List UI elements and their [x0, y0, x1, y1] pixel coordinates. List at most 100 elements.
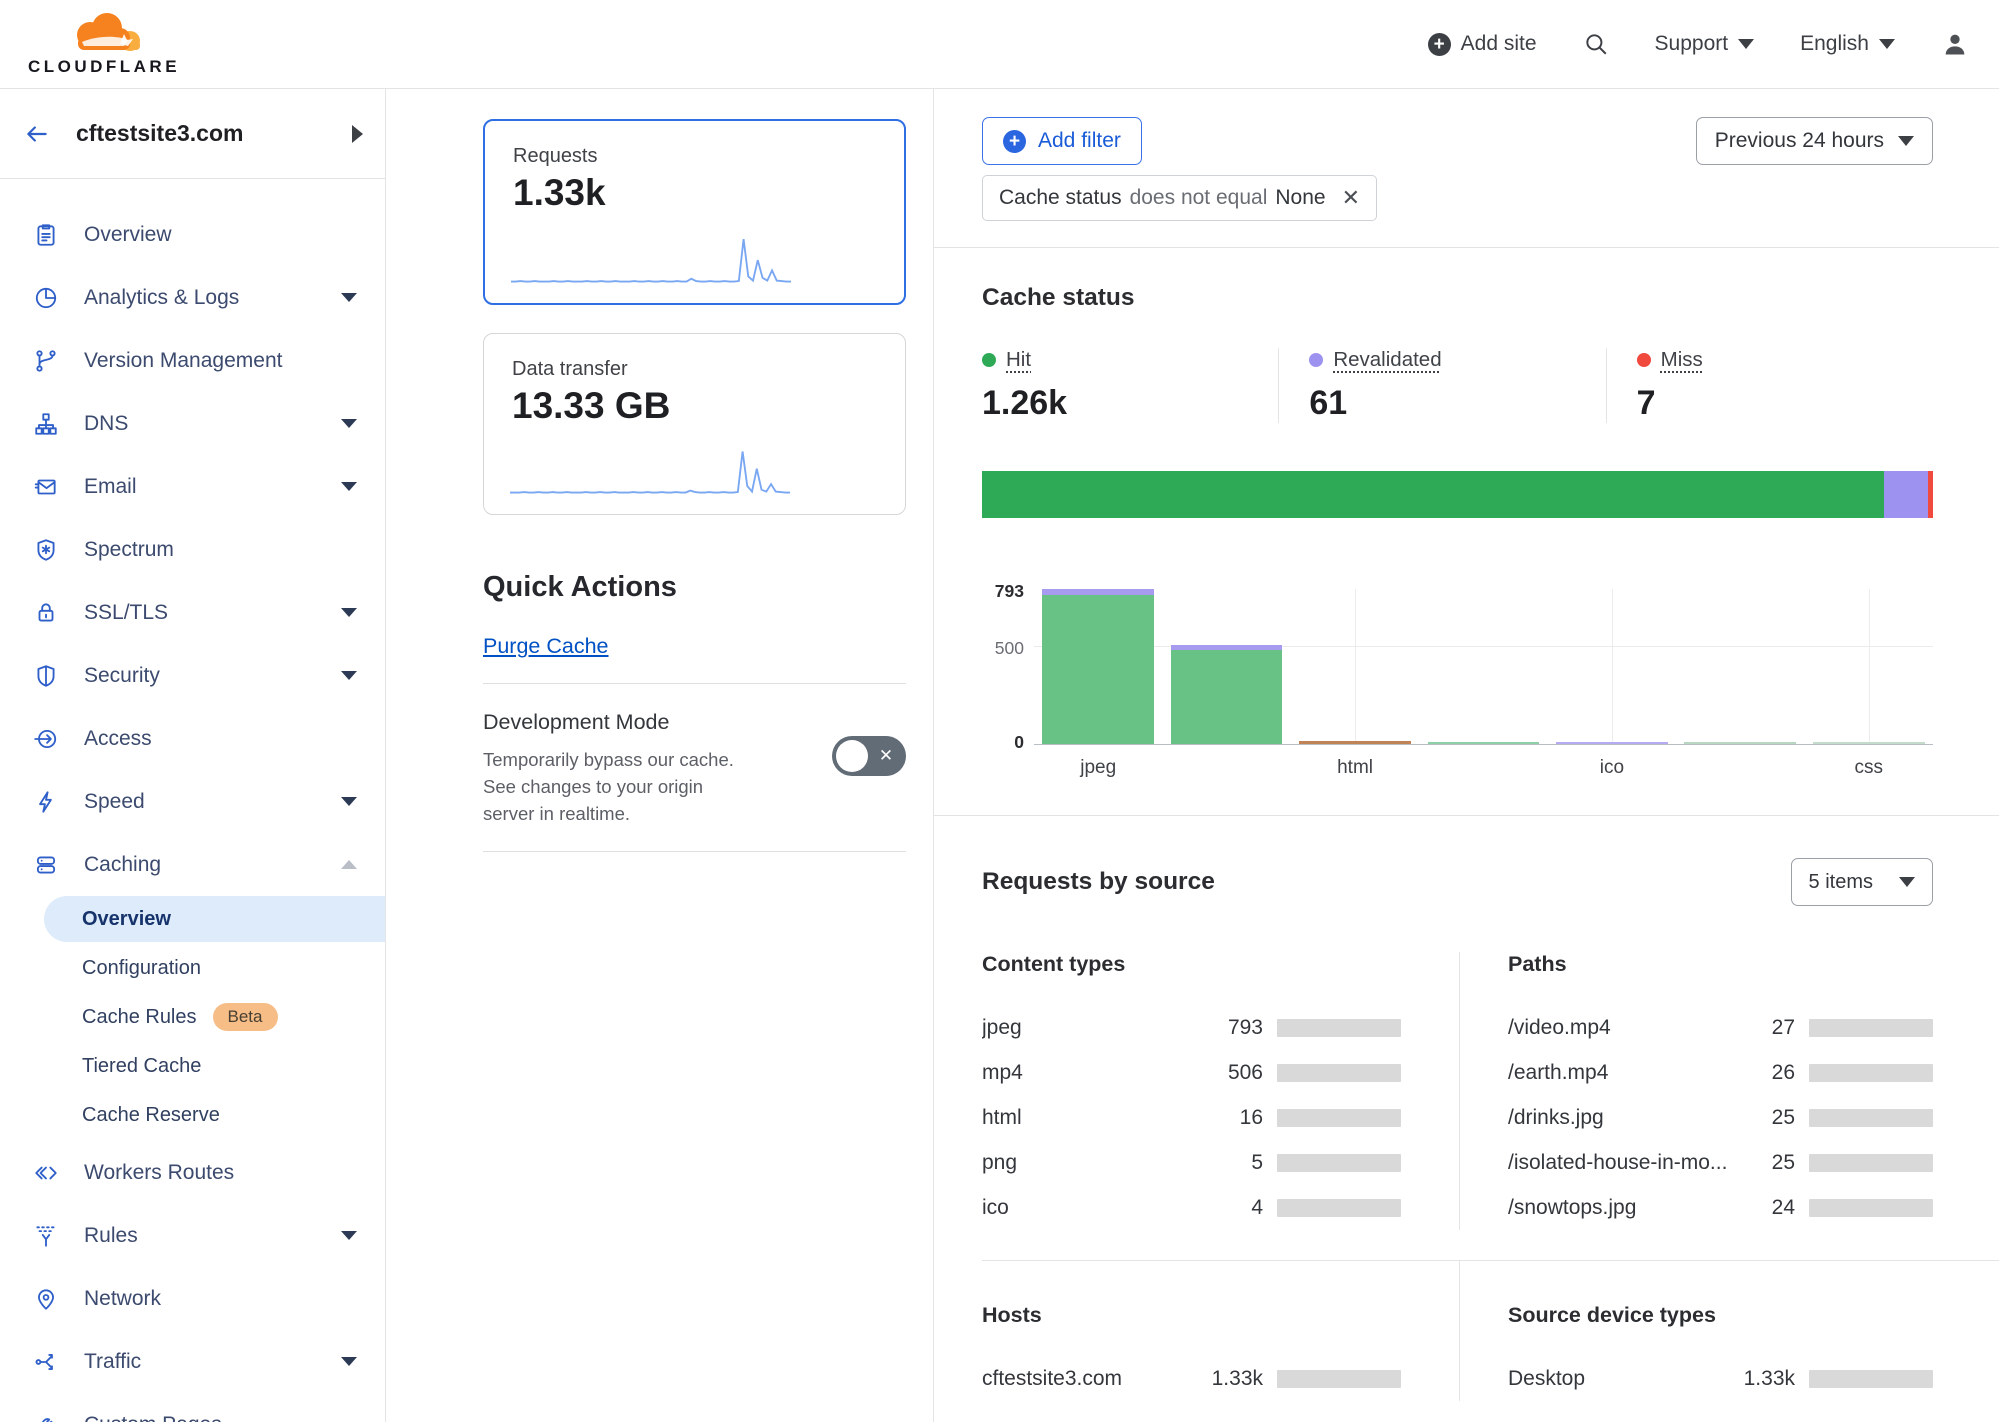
source-device-types-title: Source device types	[1508, 1303, 1933, 1328]
table-row[interactable]: ico 4	[982, 1185, 1401, 1230]
search-button[interactable]	[1583, 31, 1609, 57]
sidebar-item-dns[interactable]: DNS	[0, 392, 385, 455]
legend-miss: Miss 7	[1606, 348, 1933, 423]
chip-operator: does not equal	[1130, 186, 1268, 210]
account-menu[interactable]	[1941, 30, 1969, 58]
summary-column: Requests 1.33k Data transfer 13.33 GB Qu…	[386, 89, 934, 1422]
chevron-down-icon	[341, 608, 357, 617]
hosts-table: Hosts cftestsite3.com 1.33k	[982, 1261, 1460, 1401]
table-row[interactable]: mp4 506	[982, 1050, 1401, 1095]
bar-meter	[1277, 1109, 1401, 1127]
language-menu[interactable]: English	[1800, 32, 1895, 56]
table-row[interactable]: /snowtops.jpg 24	[1508, 1185, 1933, 1230]
bar-segment-revalidated	[1556, 742, 1668, 744]
sidebar-item-access[interactable]: Access	[0, 707, 385, 770]
analytics-panel: + Add filter Cache status does not equal…	[934, 89, 1999, 1422]
chip-value: None	[1275, 186, 1325, 210]
subnav-caching-cache-reserve[interactable]: Cache Reserve	[0, 1092, 385, 1138]
wrench-icon	[30, 1409, 62, 1422]
sidebar-item-network[interactable]: Network	[0, 1267, 385, 1330]
subnav-caching-configuration[interactable]: Configuration	[0, 945, 385, 991]
hit-label[interactable]: Hit	[1006, 348, 1031, 372]
sidebar-item-overview[interactable]: Overview	[0, 203, 385, 266]
stack-segment-hit	[982, 471, 1884, 518]
table-row[interactable]: html 16	[982, 1095, 1401, 1140]
y-tick-zero: 0	[1014, 732, 1024, 753]
sidebar-item-traffic[interactable]: Traffic	[0, 1330, 385, 1393]
table-row[interactable]: Desktop 1.33k	[1508, 1356, 1933, 1401]
vertical-gridline	[1355, 589, 1356, 744]
chip-field: Cache status	[999, 186, 1122, 210]
requests-card[interactable]: Requests 1.33k	[483, 119, 906, 305]
chevron-down-icon	[1738, 39, 1754, 49]
development-mode-toggle[interactable]: ✕	[832, 736, 906, 776]
chart-bar-png[interactable]	[1428, 742, 1540, 744]
sidebar-item-email[interactable]: Email	[0, 455, 385, 518]
y-tick-max: 793	[995, 581, 1024, 602]
cache-status-stacked-bar	[982, 471, 1933, 518]
support-menu[interactable]: Support	[1655, 32, 1755, 56]
sidebar-item-analytics-logs[interactable]: Analytics & Logs	[0, 266, 385, 329]
chart-bar-jpeg[interactable]	[1042, 589, 1154, 744]
subnav-caching-tiered-cache[interactable]: Tiered Cache	[0, 1043, 385, 1089]
cache-status-filter-chip[interactable]: Cache status does not equal None ✕	[982, 175, 1377, 221]
paths-table: Paths /video.mp4 27 /earth.mp4 26 /drink…	[1460, 952, 1933, 1230]
add-site-button[interactable]: + Add site	[1428, 32, 1537, 56]
table-row[interactable]: cftestsite3.com 1.33k	[982, 1356, 1401, 1401]
revalidated-label[interactable]: Revalidated	[1333, 348, 1441, 372]
vertical-gridline	[1612, 589, 1613, 744]
sidebar-item-ssl-tls[interactable]: SSL/TLS	[0, 581, 385, 644]
data-transfer-card[interactable]: Data transfer 13.33 GB	[483, 333, 906, 515]
time-range-dropdown[interactable]: Previous 24 hours	[1696, 117, 1933, 165]
add-filter-button[interactable]: + Add filter	[982, 117, 1142, 165]
chart-bar-slot	[1419, 589, 1547, 744]
sidebar-item-security[interactable]: Security	[0, 644, 385, 707]
table-row[interactable]: /drinks.jpg 25	[1508, 1095, 1933, 1140]
chart-bar-html[interactable]	[1299, 741, 1411, 744]
table-row[interactable]: /video.mp4 27	[1508, 1005, 1933, 1050]
sidebar-item-custom-pages[interactable]: Custom Pages	[0, 1393, 385, 1422]
source-device-types-table: Source device types Desktop 1.33k	[1460, 1261, 1933, 1401]
pie-chart-icon	[30, 282, 62, 314]
chart-bar-slot	[1548, 589, 1676, 744]
brand-text: CLOUDFLARE	[28, 57, 180, 77]
development-mode-description: Temporarily bypass our cache. See change…	[483, 747, 751, 827]
miss-label[interactable]: Miss	[1661, 348, 1703, 372]
chart-bar-ico[interactable]	[1556, 742, 1668, 744]
chevron-down-icon	[341, 1231, 357, 1240]
back-arrow-icon[interactable]	[22, 121, 52, 147]
bar-meter	[1277, 1370, 1401, 1388]
subnav-caching-overview[interactable]: Overview	[44, 896, 385, 942]
sidebar-item-rules[interactable]: Rules	[0, 1204, 385, 1267]
plus-icon: +	[1003, 130, 1026, 153]
chart-bar-other[interactable]	[1684, 742, 1796, 744]
sidebar-item-caching[interactable]: Caching	[0, 833, 385, 896]
sidebar-item-speed[interactable]: Speed	[0, 770, 385, 833]
quick-actions-title: Quick Actions	[483, 571, 906, 604]
sidebar-item-spectrum[interactable]: Spectrum	[0, 518, 385, 581]
bar-meter	[1277, 1019, 1401, 1037]
toggle-knob	[836, 740, 868, 772]
table-row[interactable]: jpeg 793	[982, 1005, 1401, 1050]
chart-bar-css[interactable]	[1813, 742, 1925, 744]
cloudflare-cloud-icon	[52, 11, 156, 55]
chevron-down-icon	[341, 797, 357, 806]
sidebar-item-version-management[interactable]: Version Management	[0, 329, 385, 392]
chevron-down-icon	[1899, 877, 1915, 887]
items-count-dropdown[interactable]: 5 items	[1791, 858, 1933, 906]
purge-cache-link[interactable]: Purge Cache	[483, 634, 609, 659]
table-row[interactable]: /earth.mp4 26	[1508, 1050, 1933, 1095]
subnav-caching-cache-rules[interactable]: Cache Rules Beta	[0, 994, 385, 1040]
divider	[483, 683, 906, 684]
cloudflare-logo[interactable]: CLOUDFLARE	[24, 11, 184, 77]
chevron-right-icon[interactable]	[352, 125, 363, 143]
chart-bar-slot	[1162, 589, 1290, 744]
remove-filter-icon[interactable]: ✕	[1342, 185, 1360, 211]
table-row[interactable]: png 5	[982, 1140, 1401, 1185]
chart-bar-mp4[interactable]	[1171, 645, 1283, 744]
sidebar-item-workers-routes[interactable]: Workers Routes	[0, 1141, 385, 1204]
vertical-gridline	[1869, 589, 1870, 744]
table-row[interactable]: /isolated-house-in-mo... 25	[1508, 1140, 1933, 1185]
data-transfer-card-label: Data transfer	[512, 358, 877, 381]
bar-segment-miss	[1299, 741, 1411, 744]
